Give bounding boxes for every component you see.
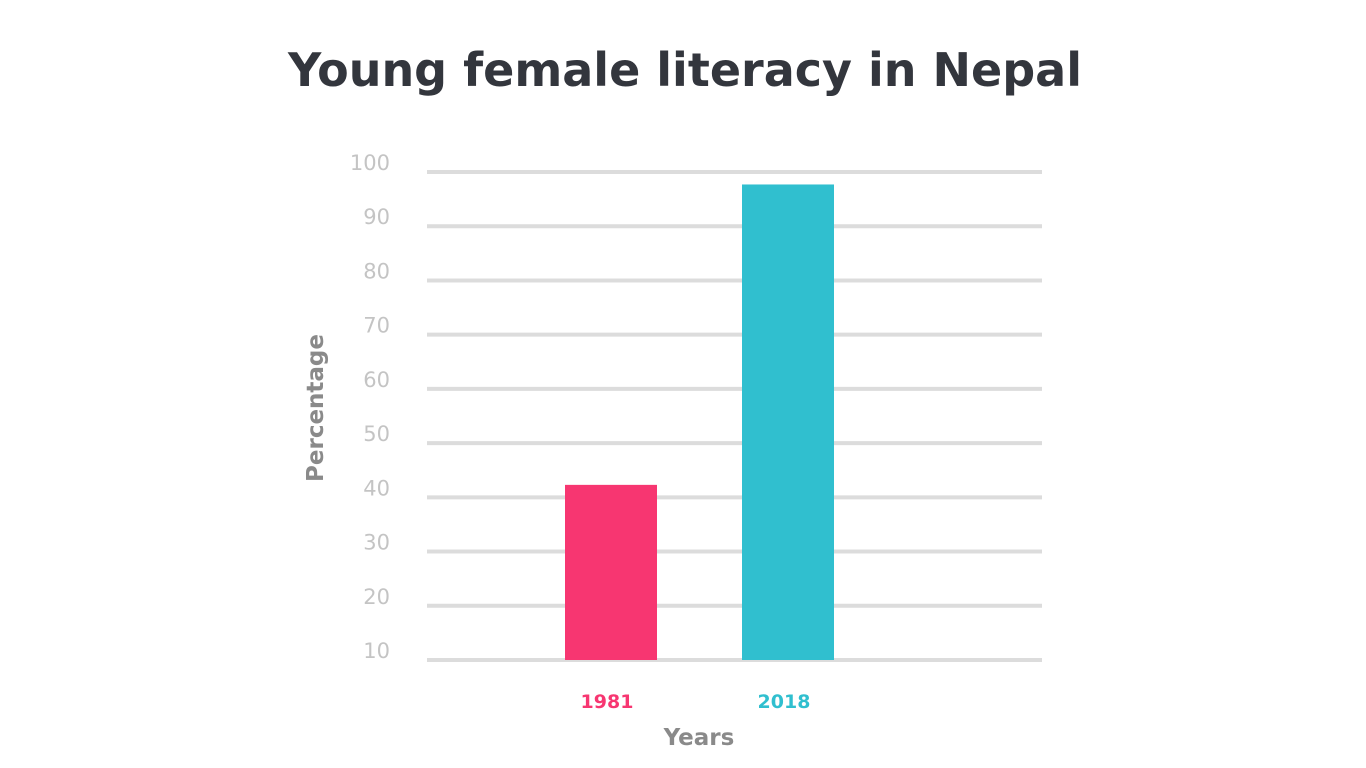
chart-title: Young female literacy in Nepal [287,43,1082,97]
y-tick-label: 90 [363,205,390,229]
x-tick-label: 2018 [758,691,811,713]
y-tick-label: 70 [363,314,390,338]
y-axis-label: Percentage [303,334,329,482]
y-tick-label: 50 [363,422,390,446]
y-tick-label: 60 [363,368,390,392]
x-tick-labels: 1981 2018 [581,691,811,713]
bar-2018 [742,184,834,660]
gridlines [427,170,1042,662]
bar-1981 [565,484,657,660]
x-tick-label: 1981 [581,691,634,713]
bars [565,184,834,660]
y-tick-labels: 10 20 30 40 50 60 70 80 90 100 [350,151,390,663]
y-tick-label: 100 [350,151,390,175]
y-tick-label: 40 [363,476,390,500]
y-tick-label: 10 [363,639,390,663]
y-tick-label: 30 [363,531,390,555]
y-tick-label: 20 [363,585,390,609]
y-tick-label: 80 [363,259,390,283]
x-axis-label: Years [663,725,735,751]
